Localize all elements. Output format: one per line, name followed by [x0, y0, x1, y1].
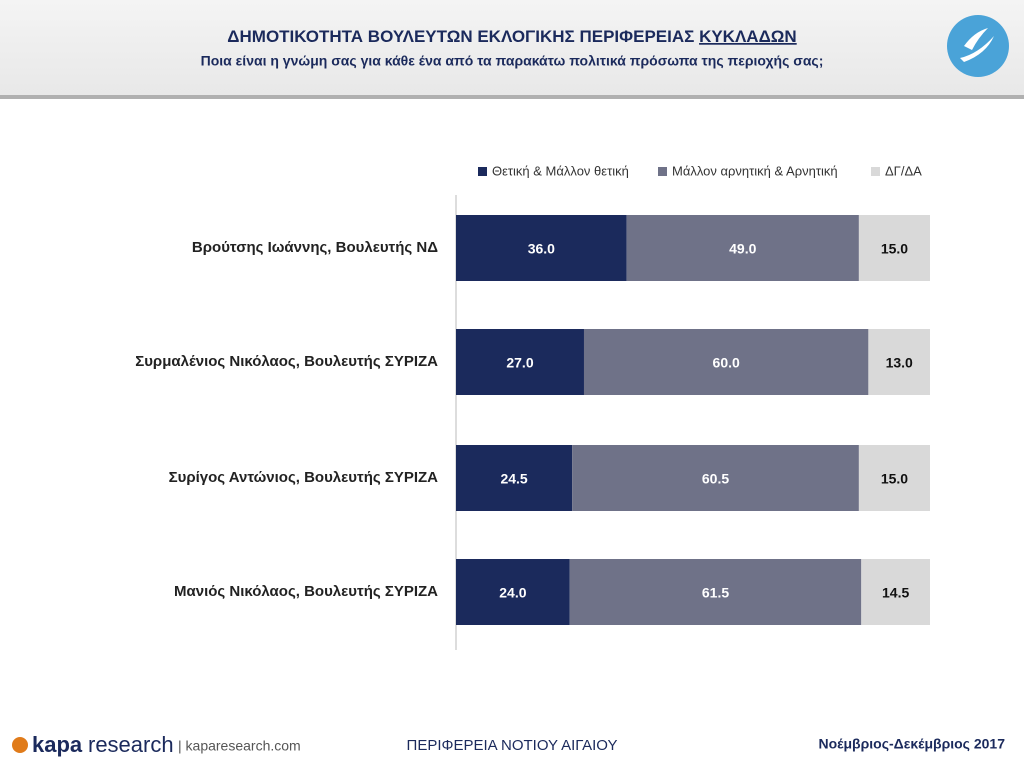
title-main: ΔΗΜΟΤΙΚΟΤΗΤΑ ΒΟΥΛΕΥΤΩΝ ΕΚΛΟΓΙΚΗΣ ΠΕΡΙΦΕΡ… — [227, 27, 694, 46]
bar-segment — [626, 215, 859, 281]
legend-swatch — [871, 167, 880, 176]
footer: kapa research | kaparesearch.com ΠΕΡΙΦΕΡ… — [12, 732, 1005, 757]
brand-site: | kaparesearch.com — [178, 738, 301, 754]
chart-title: ΔΗΜΟΤΙΚΟΤΗΤΑ ΒΟΥΛΕΥΤΩΝ ΕΚΛΟΓΙΚΗΣ ΠΕΡΙΦΕΡ… — [227, 27, 796, 46]
value-label: 60.5 — [702, 471, 729, 487]
category-label: Μανιός Νικόλαος, Βουλευτής ΣΥΡΙΖΑ — [174, 583, 438, 600]
legend-label: ΔΓ/ΔΑ — [885, 163, 922, 178]
bar-segment — [861, 559, 930, 625]
logo — [947, 15, 1009, 77]
value-label: 36.0 — [528, 241, 555, 257]
value-label: 15.0 — [881, 241, 908, 257]
bar-segment — [583, 329, 869, 395]
bar-segment — [456, 329, 584, 395]
header-shadow — [0, 95, 1024, 99]
header-band — [0, 0, 1024, 95]
bar-segment — [456, 445, 573, 511]
brand-bold: kapa — [32, 732, 83, 757]
title-emphasis: ΚΥΚΛΑΔΩΝ — [699, 27, 797, 46]
value-label: 24.5 — [500, 471, 527, 487]
bar-segment — [456, 215, 627, 281]
legend-label: Θετική & Μάλλον θετική — [492, 163, 629, 178]
value-label: 24.0 — [499, 585, 526, 601]
value-label: 14.5 — [882, 585, 909, 601]
legend-swatch — [478, 167, 487, 176]
value-label: 49.0 — [729, 241, 756, 257]
category-label: Βρούτσης Ιωάννης, Βουλευτής ΝΔ — [192, 239, 438, 256]
value-label: 15.0 — [881, 471, 908, 487]
value-label: 27.0 — [506, 355, 533, 371]
value-label: 61.5 — [702, 585, 729, 601]
legend-swatch — [658, 167, 667, 176]
bar-segment — [868, 329, 930, 395]
footer-period: Νοέμβριος-Δεκέμβριος 2017 — [819, 736, 1006, 752]
footer-region: ΠΕΡΙΦΕΡΕΙΑ ΝΟΤΙΟΥ ΑΙΓΑΙΟΥ — [406, 737, 617, 754]
brand-light: research — [88, 732, 174, 757]
bar-segment — [858, 215, 930, 281]
legend-label: Μάλλον αρνητική & Αρνητική — [672, 163, 838, 178]
bar-segment — [858, 445, 930, 511]
category-label: Συρμαλένιος Νικόλαος, Βουλευτής ΣΥΡΙΖΑ — [135, 353, 438, 370]
category-label: Συρίγος Αντώνιος, Βουλευτής ΣΥΡΙΖΑ — [169, 469, 439, 486]
chart-subtitle: Ποια είναι η γνώμη σας για κάθε ένα από … — [201, 53, 824, 69]
value-label: 13.0 — [886, 355, 913, 371]
value-label: 60.0 — [713, 355, 740, 371]
bar-segment — [569, 559, 862, 625]
bar-segment — [572, 445, 859, 511]
bar-segment — [456, 559, 570, 625]
